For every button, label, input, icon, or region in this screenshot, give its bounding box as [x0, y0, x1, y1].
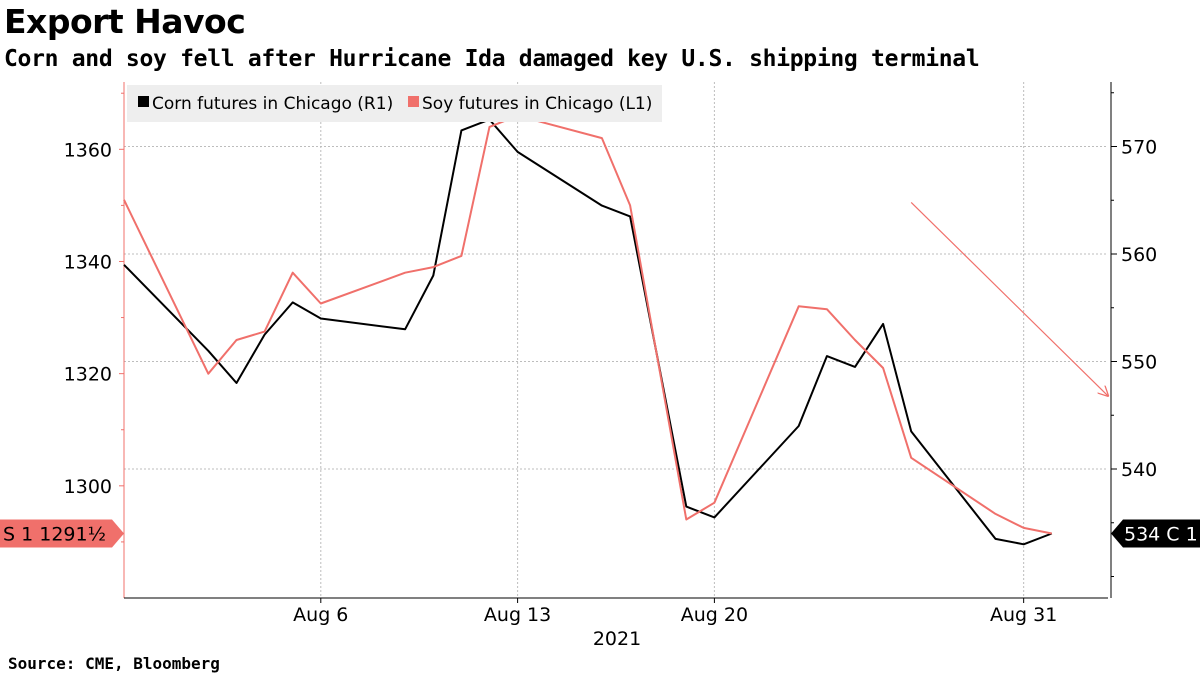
- corn-last-value-label: 534 C 1: [1124, 524, 1198, 546]
- gridlines: [124, 82, 1108, 598]
- legend-swatch-soy: [408, 96, 419, 107]
- right-tick-label: 560: [1121, 244, 1157, 266]
- left-tick-label: 1340: [64, 251, 112, 273]
- trend-arrow: [910, 201, 1108, 396]
- source-note: Source: CME, Bloomberg: [8, 654, 220, 673]
- x-year-label: 2021: [593, 628, 641, 650]
- legend: Corn futures in Chicago (R1) Soy futures …: [127, 85, 662, 122]
- soy-last-value-tag: [0, 519, 124, 548]
- series-lines: [123, 114, 1053, 546]
- soy-series-line: [123, 114, 1052, 535]
- soy-last-value-label: S 1 1291½: [3, 524, 106, 546]
- corn-series-line: [123, 118, 1053, 546]
- chart-title: Export Havoc: [4, 2, 246, 41]
- x-tick-label: Aug 6: [293, 604, 348, 626]
- annotations: [910, 201, 1108, 396]
- left-tick-label: 1300: [64, 476, 112, 498]
- legend-swatch-corn: [138, 96, 149, 107]
- right-tick-label: 570: [1121, 137, 1157, 159]
- left-tick-label: 1320: [64, 364, 112, 386]
- tick-labels: 1300 1320 1340 1360 540 550 560 570 Aug 6 Aug 13 A…: [0, 137, 1200, 650]
- x-tick-label: Aug 20: [681, 604, 748, 626]
- left-tick-label: 1360: [64, 139, 112, 161]
- corn-last-value-tag: [1111, 519, 1200, 548]
- chart-subtitle: Corn and soy fell after Hurricane Ida da…: [4, 46, 980, 72]
- x-tick-label: Aug 31: [990, 604, 1057, 626]
- legend-label-soy: Soy futures in Chicago (L1): [422, 94, 652, 114]
- legend-box: [127, 85, 662, 122]
- right-tick-label: 550: [1121, 352, 1157, 374]
- axes: [119, 82, 1117, 603]
- right-tick-label: 540: [1121, 459, 1157, 481]
- legend-label-corn: Corn futures in Chicago (R1): [152, 94, 393, 114]
- x-tick-label: Aug 13: [484, 604, 551, 626]
